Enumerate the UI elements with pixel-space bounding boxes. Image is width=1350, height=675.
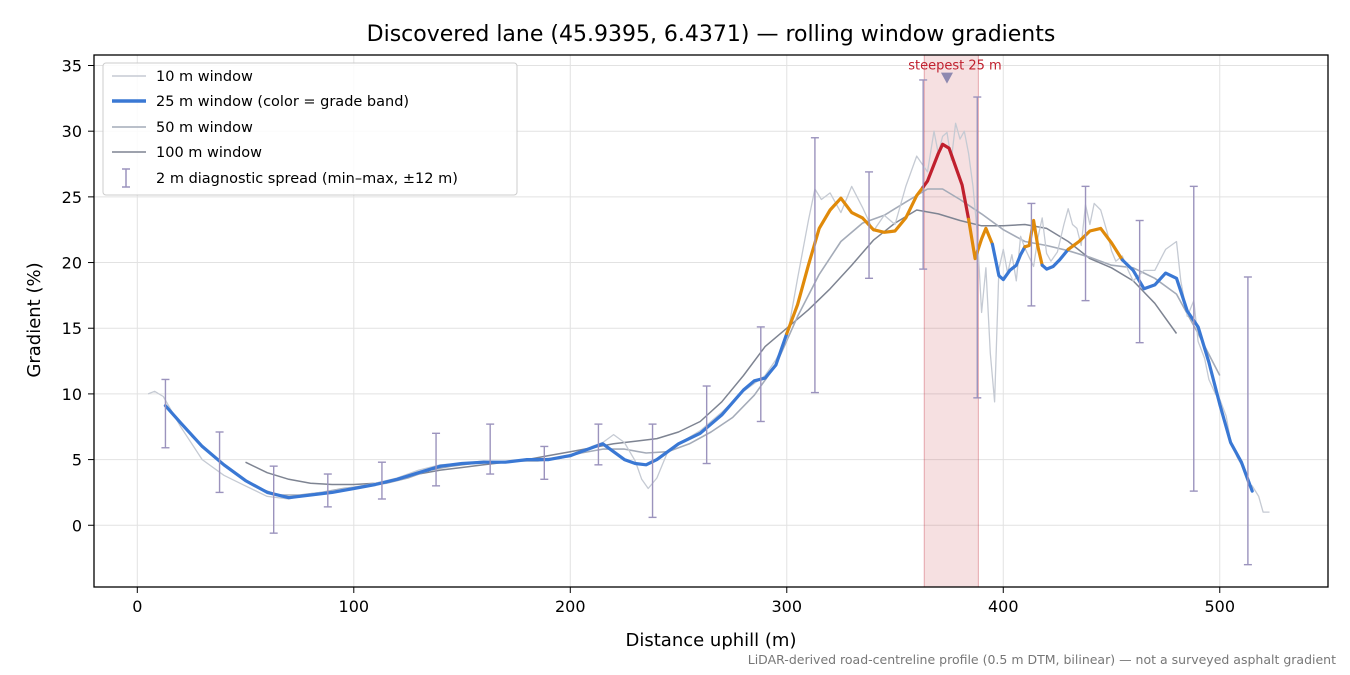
errorbar-14 <box>919 79 928 270</box>
legend-swatch-spread <box>122 168 130 188</box>
series-25m-segment-1 <box>785 185 925 336</box>
chart-title: Discovered lane (45.9395, 6.4371) — roll… <box>367 22 1056 47</box>
series-25m-segment-8 <box>1120 258 1254 493</box>
errorbar-3 <box>323 473 332 508</box>
y-tick-label-10: 10 <box>62 385 82 404</box>
y-axis-label: Gradient (%) <box>24 262 45 377</box>
y-tick-label-20: 20 <box>62 254 82 273</box>
x-tick-label-200: 200 <box>555 597 586 616</box>
errorbar-15 <box>973 96 982 399</box>
y-tick-label-25: 25 <box>62 188 82 207</box>
errorbar-7 <box>540 445 549 480</box>
legend-label-spread: 2 m diagnostic spread (min–max, ±12 m) <box>156 171 458 187</box>
errorbar-2 <box>269 465 278 534</box>
x-tick-label-500: 500 <box>1204 597 1235 616</box>
y-tick-label-35: 35 <box>62 57 82 76</box>
errorbar-20 <box>1243 276 1252 566</box>
errorbar-9 <box>648 423 657 519</box>
series-25m-segment-3 <box>967 217 994 261</box>
legend-label-50m: 50 m window <box>156 120 253 136</box>
errorbar-13 <box>865 171 874 280</box>
errorbar-11 <box>756 326 765 423</box>
x-tick-label-100: 100 <box>339 597 370 616</box>
x-tick-label-300: 300 <box>771 597 802 616</box>
legend-label-100m: 100 m window <box>156 145 262 161</box>
series-25m-segment-5 <box>1023 218 1044 267</box>
series-50-m-window-line <box>190 188 1221 496</box>
footnote: LiDAR-derived road-centreline profile (0… <box>748 652 1336 667</box>
legend: 10 m window 25 m window (color = grade b… <box>102 62 518 196</box>
series-25m-segment-6 <box>1040 247 1070 271</box>
errorbar-8 <box>594 423 603 466</box>
diagnostic-spread-errorbars <box>161 79 1252 566</box>
legend-label-10m: 10 m window <box>156 69 253 85</box>
errorbar-4 <box>377 461 386 500</box>
series-25m-segment-0 <box>163 331 789 500</box>
errorbar-18 <box>1135 219 1144 344</box>
plot-frame <box>93 54 1329 588</box>
series-25m-segment-2 <box>921 142 971 221</box>
series-25m-segment-4 <box>990 242 1027 282</box>
errorbar-19 <box>1189 185 1198 492</box>
errorbar-10 <box>702 385 711 465</box>
y-tick-label-5: 5 <box>72 451 82 470</box>
errorbar-0 <box>161 378 170 449</box>
series-100-m-window-line <box>245 209 1178 486</box>
plot-area: steepest 25 m <box>93 54 1329 588</box>
x-tick-label-400: 400 <box>988 597 1019 616</box>
errorbar-17 <box>1081 185 1090 302</box>
y-tick-label-0: 0 <box>72 516 82 535</box>
x-tick-label-0: 0 <box>132 597 142 616</box>
errorbar-1 <box>215 431 224 494</box>
errorbar-12 <box>810 137 819 394</box>
y-tick-label-15: 15 <box>62 319 82 338</box>
errorbar-16 <box>1027 202 1036 307</box>
legend-box <box>102 62 518 196</box>
errorbar-6 <box>486 423 495 475</box>
y-tick-label-30: 30 <box>62 122 82 141</box>
steepest-25m-band <box>923 54 979 588</box>
errorbar-5 <box>432 432 441 487</box>
y-axis-ticks: 0 5 10 15 20 25 30 35 <box>62 57 94 535</box>
series-25m-segment-7 <box>1066 226 1124 262</box>
x-axis-ticks: 0 100 200 300 400 500 <box>132 587 1235 616</box>
steepest-label: steepest 25 m <box>908 59 1001 74</box>
legend-label-25m: 25 m window (color = grade band) <box>156 94 409 110</box>
steepest-marker <box>940 72 953 84</box>
x-axis-label: Distance uphill (m) <box>626 630 797 651</box>
series-layer <box>147 122 1270 513</box>
